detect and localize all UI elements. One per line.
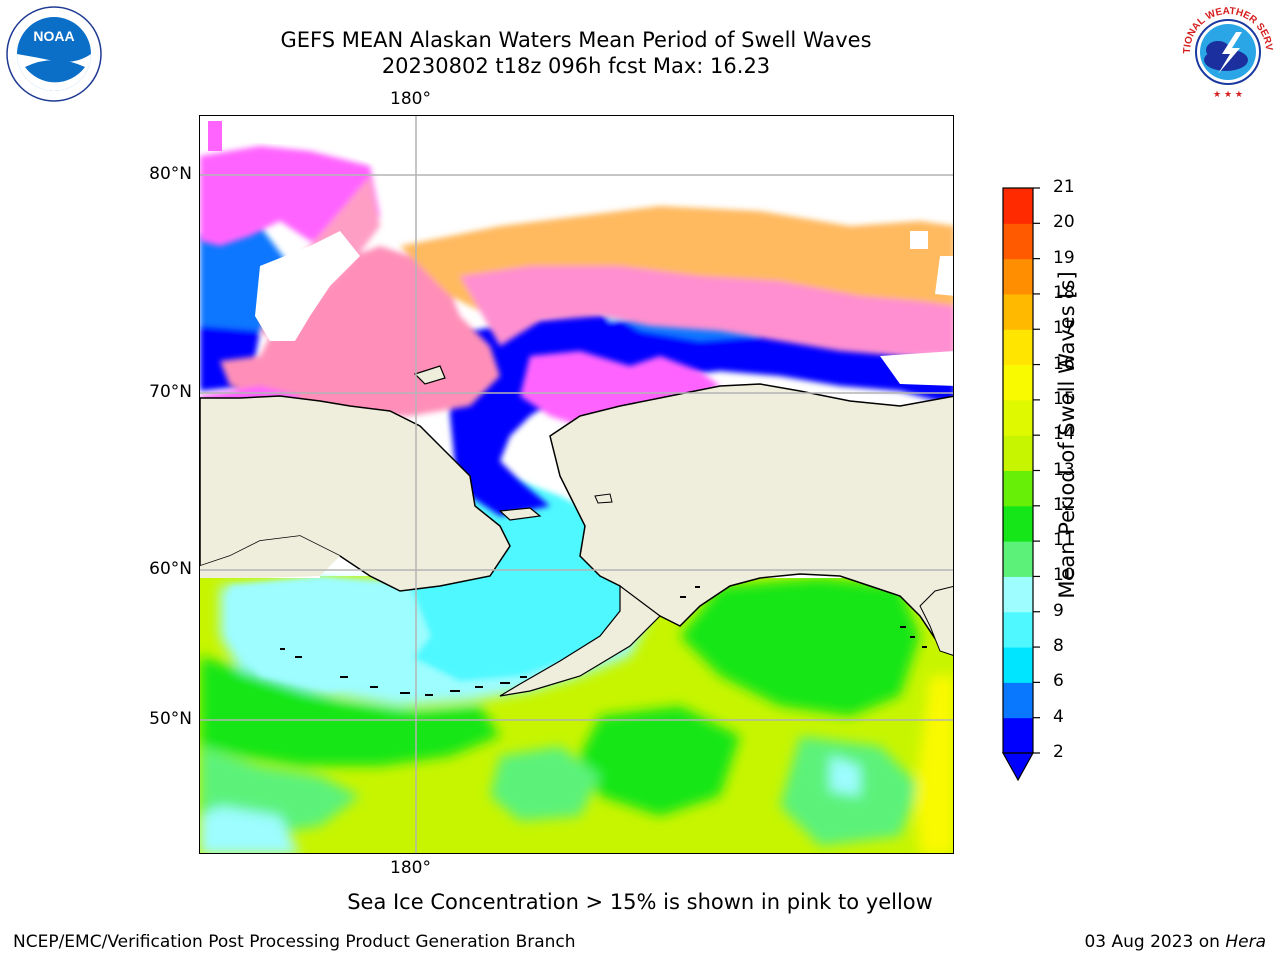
credit-line: NCEP/EMC/Verification Post Processing Pr… [13, 932, 576, 952]
colorbar-segment [1003, 647, 1033, 683]
colorbar-tick-label: 12 [1053, 494, 1075, 515]
colorbar-tick-label: 15 [1053, 388, 1075, 409]
colorbar-segment [1003, 717, 1033, 754]
colorbar-segment [1003, 541, 1033, 577]
colorbar-tick-label: 10 [1053, 565, 1075, 586]
date-stamp: 03 Aug 2023 on Hera [1084, 932, 1266, 952]
colorbar-tick-label: 14 [1053, 424, 1075, 445]
colorbar-tick-label: 20 [1053, 212, 1075, 233]
sea-ice-note: Sea Ice Concentration > 15% is shown in … [347, 890, 933, 914]
map-panel [199, 115, 954, 854]
colorbar-tick-label: 16 [1053, 353, 1075, 374]
aleutian-islands [280, 586, 927, 696]
lon-label-top: 180° [390, 89, 431, 109]
map-canvas [200, 116, 953, 853]
chart-subtitle: 20230802 t18z 096h fcst Max: 16.23 [381, 54, 771, 78]
colorbar-tick-label: 8 [1053, 636, 1064, 657]
colorbar-tick-label: 6 [1053, 671, 1064, 692]
colorbar-tick-label: 9 [1053, 600, 1064, 621]
lat-label-70n: 70°N [149, 382, 192, 402]
colorbar-tick-label: 4 [1053, 706, 1064, 727]
colorbar-segment [1003, 293, 1033, 330]
colorbar-segment [1003, 399, 1033, 436]
colorbar-segment [1003, 611, 1033, 648]
colorbar-tick-label: 11 [1053, 530, 1075, 551]
noaa-logo: NOAA [6, 6, 102, 102]
svg-text:★ ★ ★: ★ ★ ★ [1213, 90, 1243, 100]
nws-logo: NATIONAL WEATHER SERVICE ★ ★ ★ [1178, 2, 1275, 100]
colorbar-tick-label: 17 [1053, 318, 1075, 339]
colorbar-segment [1003, 576, 1033, 613]
colorbar-tick-label: 19 [1053, 247, 1075, 268]
date-text: 03 Aug 2023 on [1084, 932, 1226, 952]
land [200, 365, 953, 697]
colorbar-segment [1003, 505, 1033, 542]
colorbar-segment [1003, 682, 1033, 719]
colorbar-segment [1003, 364, 1033, 401]
colorbar-segment [1003, 329, 1033, 366]
colorbar-segment [1003, 435, 1033, 471]
gridlines [200, 116, 953, 853]
lat-label-80n: 80°N [149, 164, 192, 184]
colorbar-tick-label: 2 [1053, 742, 1064, 762]
lat-label-50n: 50°N [149, 709, 192, 729]
lat-label-60n: 60°N [149, 559, 192, 579]
host-name: Hera [1225, 932, 1266, 952]
colorbar-tick-label: 18 [1053, 282, 1075, 303]
colorbar-tick-label: 21 [1053, 177, 1075, 197]
colorbar-segment [1003, 188, 1033, 224]
colorbar-segment [1003, 470, 1033, 507]
chart-title: GEFS MEAN Alaskan Waters Mean Period of … [280, 28, 872, 52]
colorbar [1001, 187, 1040, 782]
colorbar-segment [1003, 258, 1033, 295]
lon-label-bottom: 180° [390, 858, 431, 878]
colorbar-segment [1003, 223, 1033, 260]
colorbar-tick-label: 13 [1053, 459, 1075, 480]
noaa-logo-text: NOAA [33, 28, 74, 44]
